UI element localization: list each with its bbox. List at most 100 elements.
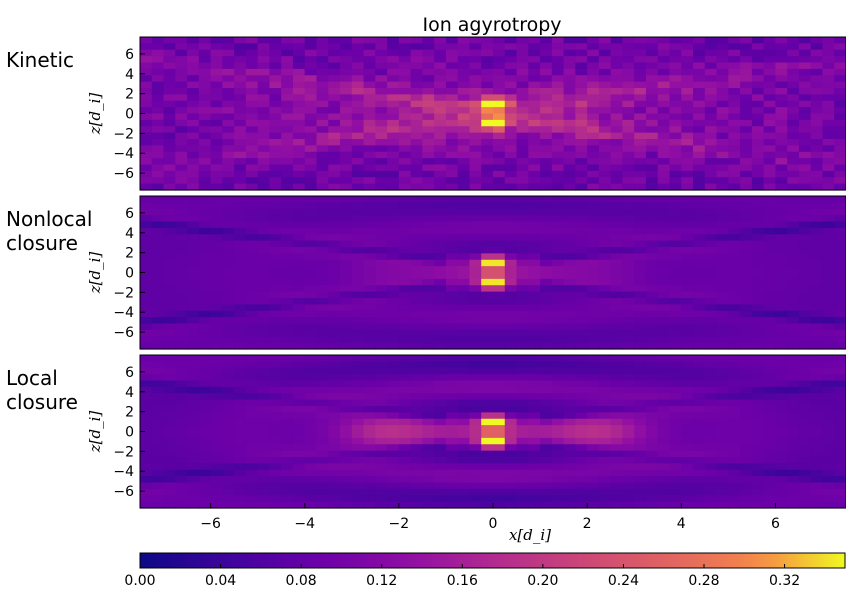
heat-cell <box>751 310 765 318</box>
heat-cell <box>328 406 341 413</box>
heat-cell <box>140 488 153 496</box>
heat-cell <box>222 132 235 140</box>
heat-cell <box>775 215 788 223</box>
heat-cell <box>340 374 353 382</box>
heat-cell <box>410 457 423 464</box>
heat-cell <box>751 374 765 382</box>
heat-cell <box>434 317 447 325</box>
heat-cell <box>292 43 306 51</box>
heat-cell <box>598 399 612 407</box>
heat-cell <box>481 437 494 445</box>
heat-cell <box>763 444 776 452</box>
heat-cell <box>210 285 223 293</box>
heat-cell <box>163 418 176 426</box>
heat-cell <box>257 88 271 95</box>
heat-cell <box>822 253 835 261</box>
heat-cell <box>775 355 788 362</box>
heat-cell <box>481 278 494 286</box>
heat-cell <box>445 259 459 267</box>
heat-cell <box>622 170 635 178</box>
heat-cell <box>751 234 765 242</box>
heat-cell <box>316 170 329 178</box>
heat-cell <box>187 278 200 286</box>
heat-cell <box>175 145 188 153</box>
heat-cell <box>551 285 565 293</box>
heat-cell <box>528 100 541 108</box>
heat-cell <box>198 361 212 369</box>
heat-cell <box>234 444 247 452</box>
y-tick-label: −4 <box>113 464 134 480</box>
heat-cell <box>234 323 247 331</box>
heat-cell <box>304 469 318 477</box>
heat-cell <box>292 380 306 388</box>
colorbar-tick-label: 0.04 <box>205 573 236 589</box>
heat-cell <box>787 329 800 337</box>
heat-cell <box>775 342 788 350</box>
heat-cell <box>763 457 776 464</box>
heat-cell <box>387 94 400 102</box>
heat-cell <box>798 317 812 325</box>
heat-cell <box>210 272 223 280</box>
heat-cell <box>716 374 729 382</box>
heat-cell <box>716 170 729 178</box>
heat-cell <box>222 208 235 216</box>
heat-cell <box>751 412 765 420</box>
heat-cell <box>445 183 459 191</box>
heat-cell <box>445 170 459 178</box>
heat-cell <box>669 145 682 153</box>
heat-cell <box>292 399 306 407</box>
heat-cell <box>610 272 624 280</box>
heat-cell <box>551 119 565 127</box>
heat-cell <box>140 139 153 146</box>
heat-cell <box>422 68 435 76</box>
heat-cell <box>798 94 812 102</box>
heat-cell <box>740 151 753 159</box>
heat-cell <box>210 43 223 51</box>
heat-cell <box>751 88 765 95</box>
heat-cell <box>493 183 506 191</box>
heat-cell <box>481 431 494 439</box>
heat-cell <box>340 177 353 185</box>
heat-cell <box>222 393 235 401</box>
heat-cell <box>245 317 259 325</box>
heat-cell <box>775 132 788 140</box>
heat-cell <box>587 406 600 413</box>
heat-cell <box>575 132 588 140</box>
heat-cell <box>163 342 176 350</box>
heat-cell <box>328 425 341 433</box>
heat-cell <box>728 196 741 203</box>
heat-cell <box>198 208 212 216</box>
heat-cell <box>540 56 553 64</box>
heat-cell <box>669 482 682 490</box>
heat-cell <box>516 488 529 496</box>
heat-cell <box>704 386 718 394</box>
heat-cell <box>281 100 294 108</box>
heat-cell <box>445 367 459 375</box>
heat-cell <box>351 278 365 286</box>
heat-cell <box>410 221 423 229</box>
heat-cell <box>763 56 776 64</box>
heat-cell <box>575 247 588 254</box>
heat-cell <box>398 336 412 344</box>
y-tick-label: 0 <box>125 107 134 123</box>
heat-cell <box>210 177 223 185</box>
heat-cell <box>316 469 329 477</box>
heat-cell <box>763 298 776 305</box>
heat-cell <box>575 68 588 76</box>
heat-cell <box>563 145 576 153</box>
heat-cell <box>540 501 553 509</box>
heat-cell <box>398 266 412 274</box>
heat-cell <box>410 81 423 89</box>
heat-cell <box>210 482 223 490</box>
heat-cell <box>528 310 541 318</box>
heat-cell <box>822 482 835 490</box>
heat-cell <box>751 399 765 407</box>
heat-cell <box>222 406 235 413</box>
heat-cell <box>245 234 259 242</box>
heat-cell <box>728 75 741 83</box>
heat-cell <box>410 94 423 102</box>
heat-cell <box>763 310 776 318</box>
heat-cell <box>504 412 518 420</box>
heat-cell <box>834 329 846 337</box>
heat-cell <box>563 132 576 140</box>
